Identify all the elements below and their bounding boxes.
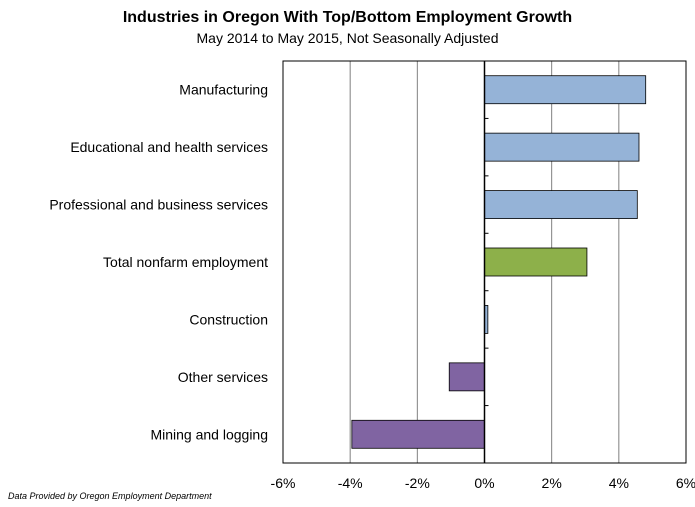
bar [484, 75, 647, 105]
x-tick-label: -6% [271, 475, 296, 491]
source-note: Data Provided by Oregon Employment Depar… [8, 491, 212, 501]
category-label: Manufacturing [179, 82, 268, 98]
category-label: Total nonfarm employment [103, 254, 268, 270]
category-label: Construction [189, 311, 268, 327]
x-tick-label: 4% [609, 475, 629, 491]
x-tick-label: 0% [474, 475, 494, 491]
bar [448, 362, 485, 392]
chart-title: Industries in Oregon With Top/Bottom Emp… [122, 9, 573, 26]
bar [484, 247, 588, 277]
bar [351, 419, 485, 449]
bar [484, 190, 638, 219]
plot-frame [282, 60, 687, 464]
x-tick-label: -2% [405, 475, 430, 491]
category-label: Professional and business services [49, 197, 268, 213]
x-tick-label: -4% [338, 475, 363, 491]
category-label: Other services [178, 369, 268, 385]
chart-subtitle: May 2014 to May 2015, Not Seasonally Adj… [196, 30, 499, 46]
bar [484, 132, 640, 162]
x-tick-label: 2% [542, 475, 562, 491]
category-label: Educational and health services [70, 139, 268, 155]
x-tick-label: 6% [676, 475, 695, 491]
category-label: Mining and logging [150, 426, 268, 442]
